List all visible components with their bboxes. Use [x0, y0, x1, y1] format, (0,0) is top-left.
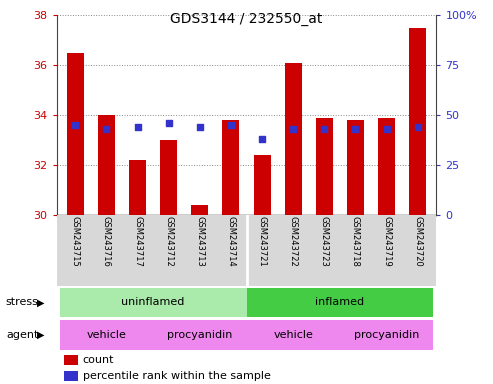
Text: GSM243719: GSM243719 — [382, 217, 391, 267]
Bar — [191, 205, 209, 215]
Point — [71, 122, 79, 128]
Text: count: count — [82, 355, 114, 365]
Bar — [153, 320, 246, 350]
Text: GSM243712: GSM243712 — [164, 217, 173, 267]
Text: GSM243722: GSM243722 — [289, 217, 298, 267]
Point — [383, 126, 390, 132]
Bar — [246, 320, 340, 350]
Text: stress: stress — [6, 297, 39, 308]
Point — [289, 126, 297, 132]
Point — [320, 126, 328, 132]
Bar — [284, 63, 302, 215]
Bar — [253, 155, 271, 215]
Text: GSM243713: GSM243713 — [195, 217, 204, 267]
Text: vehicle: vehicle — [273, 330, 313, 340]
Text: GDS3144 / 232550_at: GDS3144 / 232550_at — [170, 12, 323, 25]
Point — [103, 126, 110, 132]
Point — [165, 120, 173, 126]
Text: GSM243717: GSM243717 — [133, 217, 142, 267]
Text: inflamed: inflamed — [316, 297, 364, 308]
Bar — [129, 160, 146, 215]
Bar — [222, 120, 240, 215]
Bar — [160, 140, 177, 215]
Bar — [64, 355, 77, 365]
Text: ▶: ▶ — [37, 297, 45, 308]
Point — [134, 124, 141, 130]
Point — [258, 136, 266, 142]
Text: ▶: ▶ — [37, 330, 45, 340]
Point — [414, 124, 422, 130]
Point — [196, 124, 204, 130]
Text: GSM243715: GSM243715 — [71, 217, 80, 267]
Bar — [246, 288, 433, 317]
Text: GSM243714: GSM243714 — [226, 217, 236, 267]
Point — [227, 122, 235, 128]
Text: agent: agent — [6, 330, 38, 340]
Text: GSM243720: GSM243720 — [413, 217, 422, 267]
Text: GSM243721: GSM243721 — [257, 217, 267, 267]
Bar — [316, 118, 333, 215]
Text: GSM243718: GSM243718 — [351, 217, 360, 267]
Bar — [347, 120, 364, 215]
Bar — [67, 53, 84, 215]
Text: percentile rank within the sample: percentile rank within the sample — [82, 371, 270, 381]
Bar — [340, 320, 433, 350]
Bar — [409, 28, 426, 215]
Text: vehicle: vehicle — [87, 330, 126, 340]
Text: GSM243716: GSM243716 — [102, 217, 111, 267]
Bar — [378, 118, 395, 215]
Text: procyanidin: procyanidin — [354, 330, 419, 340]
Point — [352, 126, 359, 132]
Text: procyanidin: procyanidin — [167, 330, 233, 340]
Text: uninflamed: uninflamed — [121, 297, 185, 308]
Bar — [98, 115, 115, 215]
Text: GSM243723: GSM243723 — [320, 217, 329, 267]
Bar — [60, 288, 246, 317]
Bar — [60, 320, 153, 350]
Bar — [64, 371, 77, 381]
